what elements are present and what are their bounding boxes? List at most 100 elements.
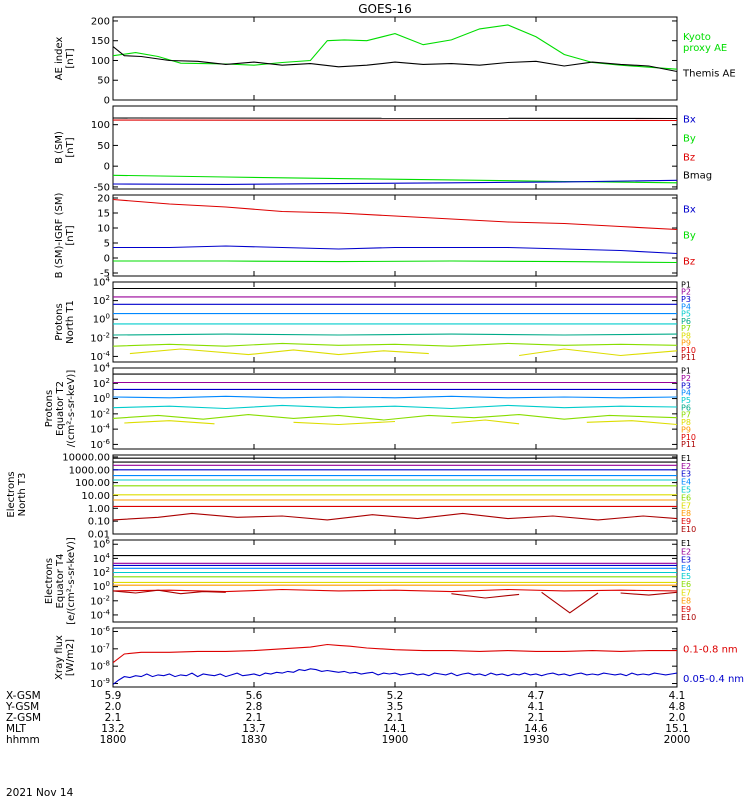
date-label: 2021 Nov 14: [6, 787, 74, 799]
series-line-protons_t2-9: [587, 421, 677, 425]
series-group: [113, 374, 677, 424]
series-line-electrons_t4-10: [451, 594, 519, 598]
series-line-protons_t2-7: [294, 422, 396, 425]
chart-title: GOES-16: [358, 2, 412, 16]
series-line-ae-1: [113, 47, 677, 72]
y-axis-label: B (SM)-IGRF (SM)[nT]: [54, 193, 76, 279]
y-tick-label: 10-4: [90, 423, 110, 436]
panel-frame: [113, 195, 677, 276]
series-line-electrons_t4-12: [621, 592, 677, 595]
y-tick-label: 100: [91, 56, 110, 67]
series-line-protons_t1-6: [113, 343, 677, 346]
legend-entry: E10: [681, 613, 696, 622]
y-tick-label: 102: [93, 294, 110, 307]
y-tick-label: 104: [93, 276, 111, 289]
x-row-value: 2000: [664, 734, 691, 746]
y-tick-label: 102: [93, 566, 110, 579]
y-tick-label: 150: [91, 36, 110, 47]
series-line-protons_t2-3: [113, 396, 677, 398]
legend-entry: E10: [681, 525, 696, 534]
y-axis-label: ElectronsNorth T3: [6, 471, 28, 517]
y-axis-label: ProtonsNorth T1: [54, 300, 76, 344]
series-group: [113, 645, 677, 685]
series-line-protons_t2-8: [451, 420, 519, 424]
y-tick-label: 100: [93, 313, 110, 326]
series-group: [113, 118, 677, 184]
y-axis-label: Xray flux[W/m2]: [54, 635, 76, 680]
y-tick-label: 104: [93, 552, 111, 565]
legend-entry: Themis AE: [682, 68, 736, 79]
y-axis-label: ProtonsEquator T2/(cm²-s-sr-keV)]: [44, 370, 77, 448]
x-row-label: hhmm: [6, 734, 40, 746]
series-line-protons_t1-5: [113, 334, 677, 335]
x-row-value: 1900: [382, 734, 409, 746]
series-line-protons_t2-5: [113, 415, 677, 420]
legend-entry: P11: [681, 440, 696, 449]
series-line-electrons_t4-11: [542, 592, 598, 613]
legend-entry: Bmag: [683, 171, 712, 182]
y-tick-label: 10-8: [90, 660, 110, 673]
y-tick-label: 10-9: [90, 677, 110, 690]
series-line-bigrf-1: [113, 246, 677, 254]
y-tick-label: 102: [93, 377, 110, 390]
series-line-protons_t2-6: [124, 421, 214, 424]
y-tick-label: 10-2: [90, 331, 110, 344]
legend-entry: By: [683, 133, 696, 144]
series-line-electrons_t3-10: [113, 513, 677, 520]
x-row-value: 1800: [100, 734, 127, 746]
y-tick-label: 10-6: [90, 438, 110, 451]
legend-entry: 0.05-0.4 nm: [683, 674, 744, 685]
x-row-value: 1930: [523, 734, 550, 746]
series-group: [113, 25, 677, 72]
series-line-protons_t1-8: [519, 349, 677, 356]
legend-entry: 0.1-0.8 nm: [683, 645, 738, 656]
y-tick-label: 100.00: [75, 478, 110, 489]
y-tick-label: 10000.00: [62, 452, 110, 463]
y-axis-label: B (SM)[nT]: [54, 131, 76, 164]
series-group: [113, 458, 677, 520]
legend-entry: P11: [681, 353, 696, 362]
legend-entry: Bx: [683, 205, 696, 216]
series-line-xray-0: [113, 645, 677, 663]
series-line-electrons_t4-8: [113, 590, 677, 592]
y-tick-label: 1000.00: [69, 465, 110, 476]
y-tick-label: 104: [93, 362, 111, 375]
y-tick-label: 100: [93, 580, 110, 593]
panel-frame: [113, 540, 677, 622]
y-tick-label: 200: [91, 16, 110, 27]
y-tick-label: 10: [97, 224, 110, 235]
legend-entry: Bz: [683, 152, 695, 163]
y-axis-label: AE index[nT]: [54, 37, 76, 81]
y-tick-label: 20: [97, 194, 110, 205]
y-tick-label: 0: [104, 254, 110, 265]
y-tick-label: 10-2: [90, 407, 110, 420]
x-row-value: 1830: [241, 734, 268, 746]
y-tick-label: 10-4: [90, 608, 110, 621]
panel-frame: [113, 368, 677, 449]
series-line-bigrf-0: [113, 200, 677, 230]
y-tick-label: 10-2: [90, 594, 110, 607]
y-tick-label: 50: [97, 76, 110, 87]
y-tick-label: -50: [94, 182, 110, 193]
series-line-protons_t2-4: [113, 405, 677, 408]
y-tick-label: 0.10: [88, 517, 110, 528]
series-group: [113, 289, 677, 356]
y-tick-label: 5: [104, 239, 110, 250]
legend-entry: By: [683, 231, 696, 242]
y-tick-label: 106: [93, 538, 111, 551]
